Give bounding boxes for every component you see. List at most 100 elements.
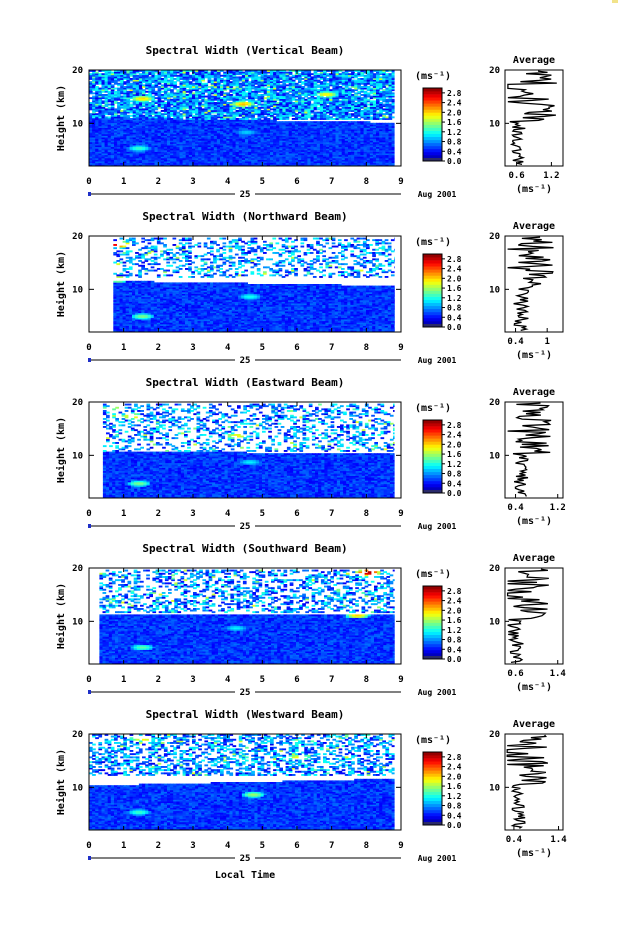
colorbar-tick: 2.4 bbox=[447, 431, 462, 440]
x-tick-label: 6 bbox=[294, 343, 299, 353]
colorbar-tick: 2.4 bbox=[447, 265, 462, 274]
date-day: 25 bbox=[240, 190, 251, 200]
colorbar: 0.00.40.81.21.62.02.42.8 bbox=[423, 254, 462, 332]
heatmap-cells bbox=[89, 70, 395, 166]
colorbar-tick: 1.2 bbox=[447, 294, 462, 303]
colorbar-tick: 2.4 bbox=[447, 763, 462, 772]
x-tick-label: 0 bbox=[86, 841, 91, 851]
panel-5: Spectral Width (Westward Beam)0 1 2 3 4 5 6 7 8 9… bbox=[55, 708, 567, 864]
panel-4: Spectral Width (Southward Beam)0 1 2 3 4 5 6 7 8… bbox=[55, 542, 566, 698]
average-x-tick: 0.4 bbox=[507, 503, 524, 513]
colorbar: 0.00.40.81.21.62.02.42.8 bbox=[423, 420, 462, 498]
average-y-tick: 20 bbox=[489, 232, 500, 242]
y-tick-label: 20 bbox=[72, 564, 83, 574]
average-y-tick: 20 bbox=[489, 564, 500, 574]
x-tick-label: 8 bbox=[364, 177, 369, 187]
y-tick-label: 20 bbox=[72, 232, 83, 242]
date-day: 25 bbox=[240, 522, 251, 532]
y-axis-label: Height (km) bbox=[55, 583, 67, 649]
x-tick-label: 7 bbox=[329, 841, 334, 851]
y-tick-label: 20 bbox=[72, 66, 83, 76]
x-tick-label: 1 bbox=[121, 675, 126, 685]
x-tick-label: 2 bbox=[156, 177, 161, 187]
x-tick-label: 2 bbox=[156, 509, 161, 519]
panel-title: Spectral Width (Vertical Beam) bbox=[146, 44, 345, 57]
average-y-tick: 10 bbox=[489, 451, 500, 461]
x-tick-label: 5 bbox=[260, 177, 265, 187]
colorbar-tick: 2.8 bbox=[447, 587, 462, 596]
colorbar-tick: 0.8 bbox=[447, 470, 462, 479]
y-tick-label: 10 bbox=[72, 451, 83, 461]
x-tick-label: 1 bbox=[121, 509, 126, 519]
x-tick-label: 0 bbox=[86, 343, 91, 353]
x-tick-label: 8 bbox=[364, 675, 369, 685]
colorbar-tick: 0.0 bbox=[447, 323, 462, 332]
x-tick-label: 5 bbox=[260, 509, 265, 519]
colorbar-unit: (ms⁻¹) bbox=[415, 237, 451, 248]
x-axis-label: Local Time bbox=[215, 869, 275, 881]
average-profile-line bbox=[508, 71, 557, 164]
date-marker bbox=[88, 690, 91, 694]
colorbar-tick: 1.2 bbox=[447, 460, 462, 469]
y-axis-label: Height (km) bbox=[55, 749, 67, 815]
x-tick-label: 5 bbox=[260, 675, 265, 685]
average-x-label: (ms⁻¹) bbox=[516, 350, 552, 361]
average-x-tick: 1.2 bbox=[550, 503, 566, 513]
y-tick-label: 10 bbox=[72, 617, 83, 627]
x-tick-label: 8 bbox=[364, 509, 369, 519]
colorbar-tick: 0.0 bbox=[447, 821, 462, 830]
colorbar-tick: 2.0 bbox=[447, 606, 462, 615]
x-tick-label: 2 bbox=[156, 675, 161, 685]
x-tick-label: 9 bbox=[398, 509, 403, 519]
colorbar-tick: 1.6 bbox=[447, 782, 462, 791]
average-x-label: (ms⁻¹) bbox=[516, 516, 552, 527]
heatmap-cells bbox=[89, 734, 395, 830]
x-tick-label: 1 bbox=[121, 343, 126, 353]
colorbar: 0.00.40.81.21.62.02.42.8 bbox=[423, 586, 462, 664]
y-tick-label: 20 bbox=[72, 398, 83, 408]
colorbar-tick: 2.8 bbox=[447, 421, 462, 430]
average-y-tick: 20 bbox=[489, 66, 500, 76]
x-tick-label: 9 bbox=[398, 343, 403, 353]
x-tick-label: 4 bbox=[225, 343, 231, 353]
x-tick-label: 7 bbox=[329, 509, 334, 519]
panel-2: Spectral Width (Northward Beam)0 1 2 3 4 5 6 7 8… bbox=[55, 210, 563, 366]
average-profile-line bbox=[508, 403, 551, 496]
x-tick-label: 5 bbox=[260, 841, 265, 851]
colorbar-tick: 1.6 bbox=[447, 118, 462, 127]
date-marker bbox=[88, 524, 91, 528]
x-tick-label: 6 bbox=[294, 675, 299, 685]
colorbar-tick: 0.8 bbox=[447, 138, 462, 147]
average-frame bbox=[505, 402, 563, 498]
colorbar-tick: 0.4 bbox=[447, 147, 462, 156]
x-tick-label: 3 bbox=[190, 343, 195, 353]
panel-title: Spectral Width (Northward Beam) bbox=[142, 210, 347, 223]
y-tick-label: 10 bbox=[72, 119, 83, 129]
x-tick-label: 7 bbox=[329, 177, 334, 187]
average-x-tick: 1.4 bbox=[550, 835, 567, 845]
panel-title: Spectral Width (Westward Beam) bbox=[146, 708, 345, 721]
average-title: Average bbox=[513, 55, 555, 66]
colorbar-tick: 0.8 bbox=[447, 802, 462, 811]
x-tick-label: 4 bbox=[225, 177, 231, 187]
panel-title: Spectral Width (Eastward Beam) bbox=[146, 376, 345, 389]
heatmap-cells bbox=[113, 238, 394, 333]
average-x-label: (ms⁻¹) bbox=[516, 848, 552, 859]
colorbar-tick: 2.0 bbox=[447, 108, 462, 117]
colorbar-unit: (ms⁻¹) bbox=[415, 403, 451, 414]
x-tick-label: 6 bbox=[294, 177, 299, 187]
x-tick-label: 6 bbox=[294, 841, 299, 851]
colorbar-unit: (ms⁻¹) bbox=[415, 569, 451, 580]
colorbar-tick: 0.0 bbox=[447, 489, 462, 498]
heatmap-cells bbox=[99, 570, 394, 665]
date-day: 25 bbox=[240, 356, 251, 366]
colorbar-tick: 1.2 bbox=[447, 626, 462, 635]
colorbar-tick: 0.4 bbox=[447, 479, 462, 488]
date-label: Aug 2001 bbox=[418, 688, 457, 697]
x-tick-label: 2 bbox=[156, 343, 161, 353]
x-tick-label: 3 bbox=[190, 509, 195, 519]
x-tick-label: 4 bbox=[225, 841, 231, 851]
